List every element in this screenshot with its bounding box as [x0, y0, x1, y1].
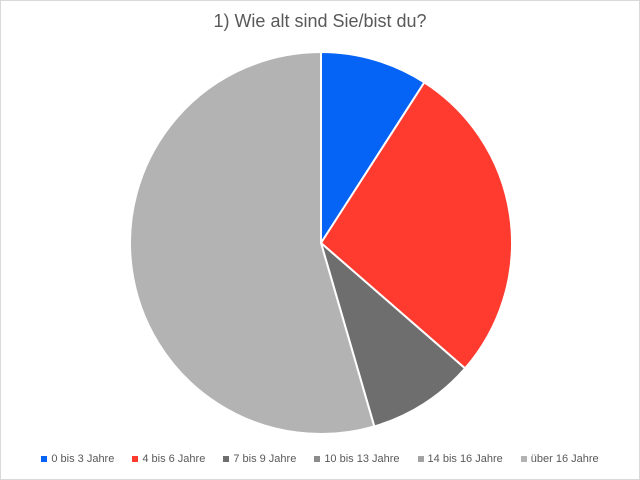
legend-label-5: über 16 Jahre: [530, 453, 599, 465]
legend-item-0: 0 bis 3 Jahre: [41, 453, 114, 465]
legend-swatch-1: [132, 456, 139, 462]
legend-swatch-3: [314, 456, 321, 462]
chart-title: 1) Wie alt sind Sie/bist du?: [213, 11, 427, 31]
pie-slice-1: [319, 80, 513, 370]
legend-swatch-0: [41, 456, 48, 462]
legend-label-2: 7 bis 9 Jahre: [233, 453, 297, 465]
legend-swatch-5: [520, 456, 527, 462]
pie-slice-0: [320, 50, 426, 247]
legend-label-1: 4 bis 6 Jahre: [142, 453, 206, 465]
legend-item-5: über 16 Jahre: [520, 453, 599, 465]
legend-label-4: 14 bis 16 Jahre: [427, 453, 503, 465]
legend-item-4: 14 bis 16 Jahre: [417, 453, 503, 465]
legend-label-0: 0 bis 3 Jahre: [51, 453, 115, 465]
legend-swatch-4: [417, 456, 424, 462]
legend-item-3: 10 bis 13 Jahre: [314, 453, 400, 465]
legend-swatch-2: [223, 456, 230, 462]
pie-slice-2: [319, 240, 467, 428]
legend-label-3: 10 bis 13 Jahre: [324, 453, 400, 465]
legend-item-1: 4 bis 6 Jahre: [132, 453, 205, 465]
pie-slice-5: [129, 50, 376, 435]
legend: 0 bis 3 Jahre 4 bis 6 Jahre 7 bis 9 Jahre 1…: [1, 453, 639, 465]
legend-item-2: 7 bis 9 Jahre: [223, 453, 296, 465]
